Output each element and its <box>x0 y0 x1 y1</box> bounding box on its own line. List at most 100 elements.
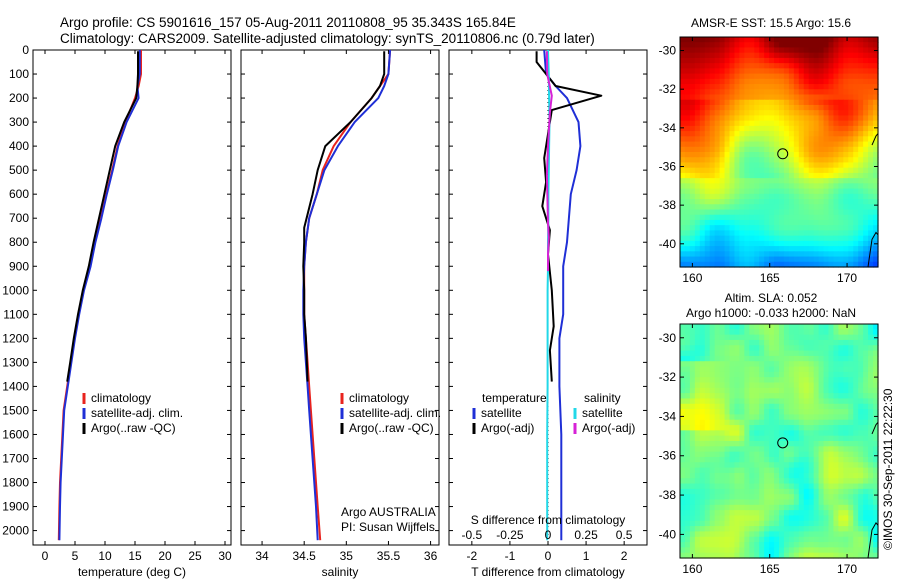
map-cell <box>764 214 770 221</box>
map-cell <box>764 188 770 195</box>
difference-panel: -2 -1 0 1 2T difference from climatology-0.5… <box>448 49 648 579</box>
map-cell <box>803 183 810 190</box>
map-cell <box>759 99 765 106</box>
map-cell <box>729 398 736 405</box>
map-cell <box>823 345 830 352</box>
map-cell <box>704 110 711 117</box>
map-cell <box>749 261 755 268</box>
map-cell <box>734 419 740 426</box>
map-cell <box>769 345 775 352</box>
map-cell <box>739 366 745 373</box>
map-cell <box>813 115 820 122</box>
map-cell <box>744 409 750 416</box>
map-cell <box>754 136 760 143</box>
map-cell <box>709 57 716 64</box>
map-cell <box>798 339 805 346</box>
map-cell <box>699 131 706 137</box>
map-cell <box>868 68 874 75</box>
map-cell <box>798 462 805 469</box>
map-cell <box>779 419 785 426</box>
map-cell <box>873 162 879 169</box>
map-cell <box>793 339 800 346</box>
map-cell <box>714 94 721 101</box>
map-cell <box>749 531 755 538</box>
map-cell <box>833 125 839 132</box>
map-cell <box>833 542 839 548</box>
map-cell <box>680 125 686 132</box>
map-cell <box>759 225 765 232</box>
map-cell <box>680 467 686 474</box>
map-cell <box>714 409 721 416</box>
map-cell <box>803 120 810 127</box>
map-cell <box>873 504 879 511</box>
map-cell <box>833 63 839 69</box>
map-cell <box>868 84 874 90</box>
map-cell <box>704 441 711 447</box>
map-cell <box>803 141 810 148</box>
map-cell <box>684 225 691 232</box>
map-cell <box>793 329 800 336</box>
map-cell <box>853 251 859 258</box>
map-cell <box>848 515 854 522</box>
map-cell <box>724 430 731 437</box>
map-cell <box>684 472 691 479</box>
map-cell <box>759 167 765 174</box>
map-cell <box>734 488 740 495</box>
map-cell <box>783 152 790 158</box>
map-cell <box>823 209 830 216</box>
map-cell <box>719 104 726 111</box>
map-cell <box>774 520 780 527</box>
map-cell <box>823 167 830 174</box>
map-cell <box>858 219 864 226</box>
map-cell <box>818 499 825 506</box>
map-cell <box>828 104 835 111</box>
map-cell <box>793 89 800 96</box>
map-cell <box>709 125 716 132</box>
map-cell <box>754 494 760 501</box>
map-cell <box>714 73 721 80</box>
map-cell <box>689 515 696 522</box>
map-cell <box>704 345 711 352</box>
map-cell <box>714 393 721 400</box>
map-cell <box>724 225 731 232</box>
map-cell <box>863 162 869 169</box>
map-cell <box>823 246 830 252</box>
map-cell <box>798 350 805 357</box>
map-cell <box>873 172 879 179</box>
map-cell <box>709 246 716 252</box>
map-cell <box>843 193 849 200</box>
map-cell <box>798 430 805 437</box>
map-cell <box>838 520 844 527</box>
map-cell <box>714 193 721 200</box>
map-cell <box>724 219 731 226</box>
map-cell <box>873 209 879 216</box>
map-cell <box>704 324 711 330</box>
map-cell <box>699 526 706 533</box>
map-cell <box>764 366 770 373</box>
map-cell <box>709 146 716 153</box>
map-cell <box>838 57 844 64</box>
map-cell <box>823 240 830 247</box>
depth-tick-label: 1500 <box>2 403 29 417</box>
map-cell <box>853 68 859 75</box>
map-cell <box>724 73 731 80</box>
map-cell <box>853 104 859 111</box>
map-cell <box>788 441 795 447</box>
map-cell <box>843 441 849 447</box>
map-cell <box>793 345 800 352</box>
map-cell <box>684 219 691 226</box>
map-cell <box>873 510 879 517</box>
map-cell <box>843 214 849 221</box>
map-cell <box>833 526 839 533</box>
map-cell <box>689 193 696 200</box>
map-cell <box>818 178 825 184</box>
map-cell <box>848 125 854 132</box>
map-cell <box>694 162 701 169</box>
map-cell <box>714 483 721 490</box>
map-cell <box>813 94 820 101</box>
map-cell <box>689 329 696 336</box>
map-cell <box>774 526 780 533</box>
map-cell <box>764 324 770 330</box>
map-cell <box>764 488 770 495</box>
map-cell <box>729 68 736 75</box>
